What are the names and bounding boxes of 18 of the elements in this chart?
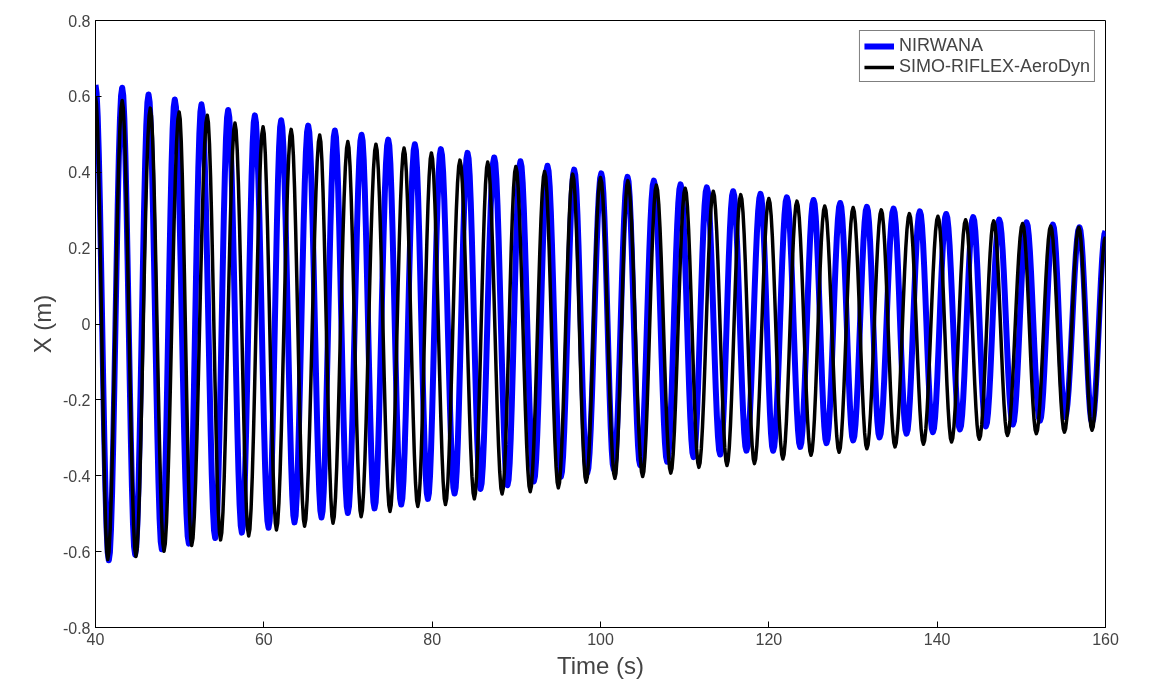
y-tick-label: 0.4 [68, 164, 91, 182]
legend-label: NIRWANA [898, 35, 983, 56]
x-tick-label: 60 [254, 630, 273, 648]
legend-label: SIMO-RIFLEX-AeroDyn [898, 56, 1090, 77]
y-tick-label: -0.6 [62, 543, 91, 561]
x-tick-label: 120 [755, 630, 783, 648]
y-tick-label: -0.2 [62, 391, 91, 409]
y-tick-label: -0.4 [62, 467, 91, 485]
y-tick-label: 0 [81, 316, 91, 333]
y-axis-title: X (m) [28, 294, 56, 354]
x-tick-label: 160 [1092, 630, 1119, 648]
x-tick-label: 80 [423, 630, 442, 648]
y-tick-label: 0.8 [68, 12, 91, 30]
y-tick-label: 0.6 [68, 88, 91, 106]
x-tick-label: 140 [923, 630, 951, 648]
y-tick-label: 0.2 [68, 240, 91, 258]
x-axis-title: Time (s) [556, 651, 645, 679]
x-tick-label: 100 [587, 630, 614, 648]
